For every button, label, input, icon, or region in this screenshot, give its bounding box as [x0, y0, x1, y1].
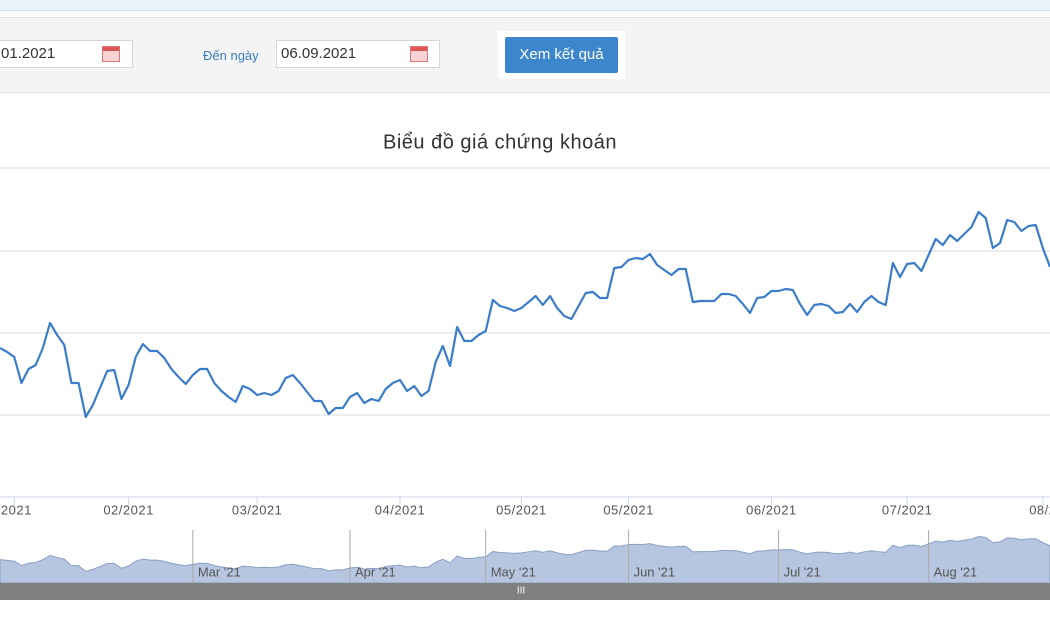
from-date-text: 01.2021: [1, 45, 56, 62]
calendar-icon[interactable]: [102, 46, 120, 62]
to-date-text: 06.09.2021: [281, 45, 357, 62]
from-date-input[interactable]: 01.2021: [0, 40, 133, 68]
navigator-label: May '21: [491, 564, 536, 579]
navigator-label: Apr '21: [355, 564, 396, 579]
price-line: [0, 210, 1050, 419]
to-label: Đến ngày: [203, 48, 259, 63]
submit-button[interactable]: Xem kết quả: [505, 37, 618, 73]
scrollbar-grip[interactable]: III: [517, 586, 525, 597]
date-form: 01.2021 Đến ngày 06.09.2021 Xem kết quả: [0, 17, 1050, 93]
x-tick-label: 04/2021: [375, 502, 426, 517]
to-date-input[interactable]: 06.09.2021: [276, 40, 440, 68]
x-tick-label: 05/2021: [603, 502, 654, 517]
scrollbar[interactable]: [0, 583, 1050, 600]
calendar-icon[interactable]: [410, 46, 428, 62]
x-tick-label: 02/2021: [103, 502, 154, 517]
plot-area: /2021 02/2021 03/2021 04/2021 05/2021 05/2021…: [0, 167, 1050, 584]
navigator-label: Jul '21: [784, 564, 821, 579]
x-tick-label: 05/2021: [496, 502, 547, 517]
x-tick-label: 07/2021: [882, 502, 933, 517]
x-tick-label: 03/2021: [232, 502, 283, 517]
x-tick-label: /2021: [0, 502, 32, 517]
navigator-label: Jun '21: [634, 564, 676, 579]
chart-title: Biểu đồ giá chứng khoán: [383, 131, 617, 153]
navigator-label: Aug '21: [934, 564, 978, 579]
x-tick-label: 06/2021: [746, 502, 797, 517]
x-tick-label: 08/2: [1029, 502, 1050, 517]
navigator-area: [0, 535, 1050, 584]
navigator-label: Mar '21: [198, 564, 241, 579]
header-strip: [0, 0, 1050, 11]
button-frame: Xem kết quả: [498, 31, 625, 79]
